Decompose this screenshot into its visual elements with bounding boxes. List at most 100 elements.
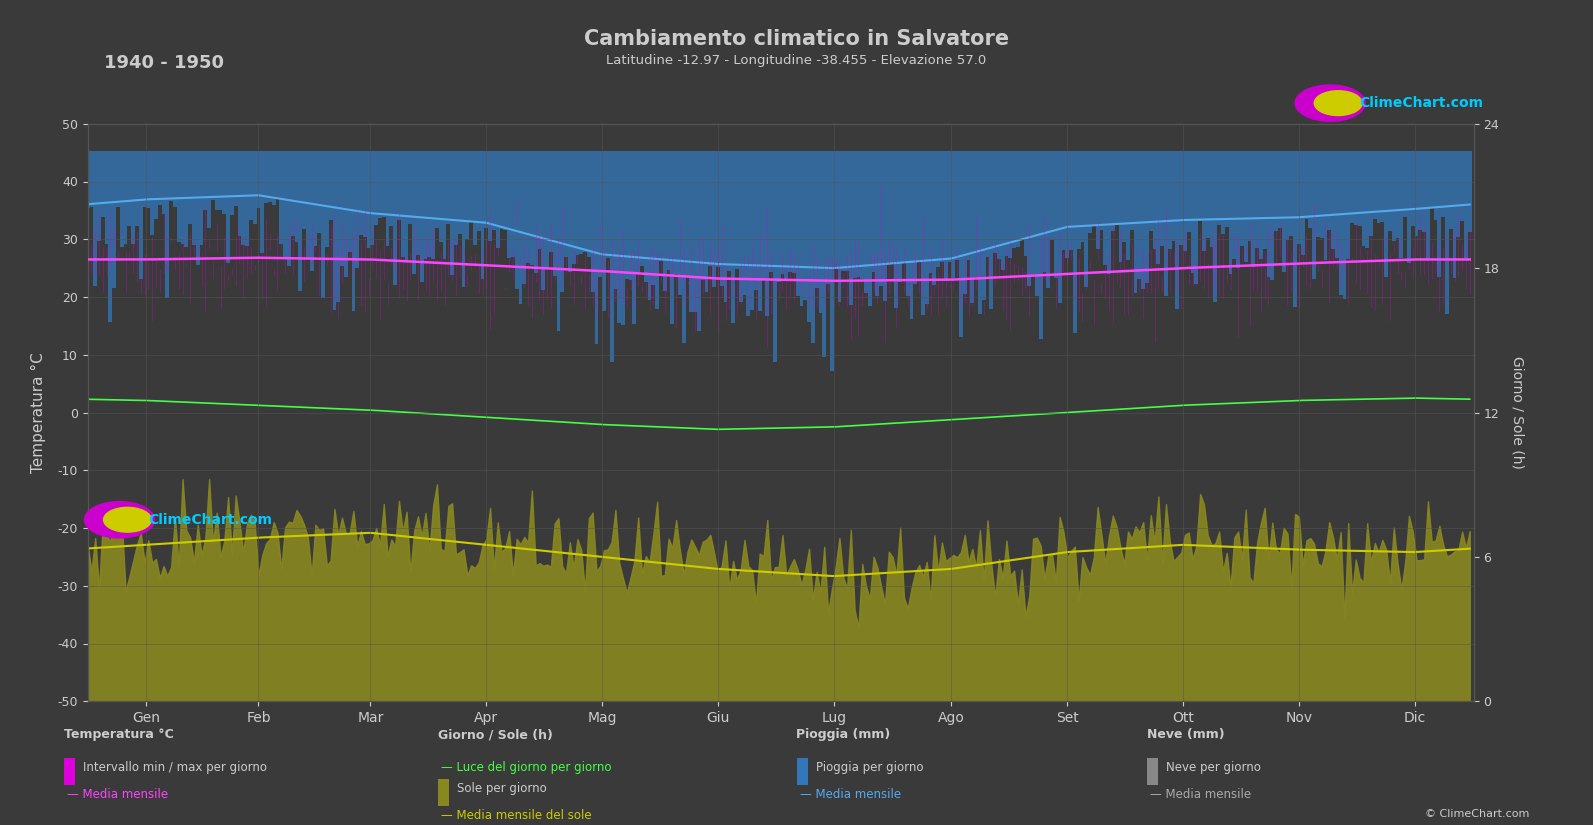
Bar xyxy=(572,151,575,264)
Bar xyxy=(918,151,921,262)
Bar xyxy=(1217,151,1220,224)
Bar xyxy=(89,151,94,207)
Bar xyxy=(1464,151,1467,258)
Bar xyxy=(857,151,860,277)
Bar xyxy=(632,151,636,324)
Bar xyxy=(1008,151,1012,258)
Bar xyxy=(685,151,690,277)
Bar xyxy=(279,151,284,244)
Bar xyxy=(959,151,962,337)
Bar xyxy=(352,151,355,311)
Bar xyxy=(229,151,234,215)
Bar xyxy=(413,151,416,274)
Bar xyxy=(704,151,709,292)
Bar xyxy=(808,151,811,322)
Bar xyxy=(1153,151,1157,249)
Bar xyxy=(1263,151,1266,249)
Bar xyxy=(515,151,519,289)
Bar xyxy=(94,151,97,286)
Bar xyxy=(1252,151,1255,267)
Bar xyxy=(975,151,978,276)
Bar xyxy=(723,151,728,302)
Bar xyxy=(792,151,796,273)
Bar xyxy=(887,151,890,265)
Text: Neve per giorno: Neve per giorno xyxy=(1166,761,1262,775)
Bar xyxy=(644,151,648,282)
Bar xyxy=(389,151,393,226)
Bar xyxy=(1368,151,1373,236)
Bar xyxy=(1445,151,1450,314)
Bar xyxy=(781,151,784,274)
Bar xyxy=(382,151,386,217)
Bar xyxy=(1239,151,1244,246)
Bar xyxy=(1442,151,1445,217)
Bar xyxy=(1039,151,1042,339)
Bar xyxy=(690,151,693,313)
Bar xyxy=(1080,151,1085,242)
Bar xyxy=(249,151,253,220)
Bar xyxy=(1362,151,1365,247)
Bar xyxy=(796,151,800,296)
Bar xyxy=(264,151,268,203)
Bar xyxy=(276,151,279,199)
Bar xyxy=(108,151,112,322)
Bar xyxy=(1305,151,1308,219)
Bar xyxy=(1209,151,1214,248)
Bar xyxy=(591,151,594,291)
Bar xyxy=(863,151,868,293)
Bar xyxy=(586,151,591,257)
Bar xyxy=(443,151,446,259)
Bar xyxy=(970,151,975,303)
Bar xyxy=(487,151,492,242)
Bar xyxy=(1297,151,1301,244)
Bar xyxy=(871,151,876,272)
Bar xyxy=(1423,151,1426,233)
Bar xyxy=(1099,151,1104,230)
Bar xyxy=(150,151,155,235)
Bar xyxy=(1123,151,1126,242)
Bar xyxy=(1141,151,1145,289)
Bar xyxy=(1085,151,1088,287)
Bar xyxy=(898,151,902,282)
Bar xyxy=(852,151,857,278)
Bar xyxy=(473,151,476,244)
Bar xyxy=(1074,151,1077,333)
Bar xyxy=(929,151,932,273)
Bar xyxy=(386,151,389,246)
Bar xyxy=(234,151,237,206)
Bar xyxy=(784,151,789,279)
Bar xyxy=(465,151,470,239)
Bar xyxy=(819,151,822,314)
Bar xyxy=(1453,151,1456,278)
Bar xyxy=(803,151,808,299)
Bar xyxy=(1176,151,1179,309)
Bar xyxy=(556,151,561,331)
Bar xyxy=(742,151,747,295)
Text: — Luce del giorno per giorno: — Luce del giorno per giorno xyxy=(441,761,612,775)
Bar xyxy=(1456,151,1461,237)
Bar xyxy=(709,151,712,266)
Bar xyxy=(838,151,841,302)
Bar xyxy=(256,151,260,208)
Text: — Media mensile: — Media mensile xyxy=(67,788,167,801)
Bar xyxy=(1137,151,1141,279)
Bar xyxy=(347,151,352,252)
Bar xyxy=(1047,151,1050,289)
Bar xyxy=(470,151,473,222)
Bar xyxy=(268,151,272,202)
Bar xyxy=(1308,151,1313,228)
Bar xyxy=(1157,151,1160,264)
Bar xyxy=(731,151,734,323)
Bar xyxy=(883,151,887,301)
Bar xyxy=(902,151,906,263)
Bar xyxy=(333,151,336,310)
Bar xyxy=(1266,151,1270,276)
Bar xyxy=(397,151,401,219)
Bar xyxy=(1214,151,1217,302)
Bar xyxy=(948,151,951,262)
Bar xyxy=(503,151,507,229)
Bar xyxy=(161,151,166,214)
Bar xyxy=(712,151,715,287)
Bar xyxy=(1324,151,1327,260)
Bar xyxy=(1400,151,1403,258)
